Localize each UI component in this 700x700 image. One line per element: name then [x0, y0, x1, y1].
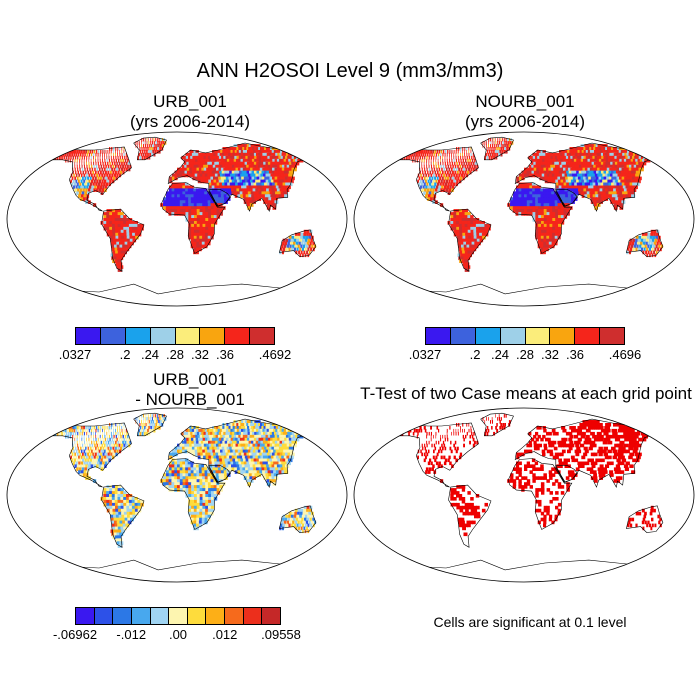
colorbar-tick-label: .0327	[58, 347, 92, 362]
panel-title-urb-line2: (yrs 2006-2014)	[129, 112, 250, 131]
colorbar-box	[250, 328, 274, 344]
coastline	[50, 412, 317, 582]
colorbar-box	[131, 608, 151, 624]
colorbar-box	[169, 608, 188, 624]
colorbar-tick-label: .012	[212, 627, 238, 642]
colorbar-box	[175, 328, 201, 344]
map-cells	[401, 138, 664, 272]
colorbar-box	[426, 328, 451, 344]
map-nourb	[352, 130, 696, 308]
map-cells	[401, 414, 662, 537]
coastline	[397, 136, 664, 306]
colorbar-tick-label: .24	[140, 347, 160, 362]
colorbar-difference-labels: -.06962 -.012 .00 .012 .09558	[53, 627, 301, 643]
colorbar-box	[206, 608, 226, 624]
colorbar-box	[76, 608, 95, 624]
colorbar-nourb-labels: .0327 .2 .24 .28 .32 .36 .4696	[409, 347, 642, 363]
colorbar-box	[550, 328, 576, 344]
colorbar-tick-label: .2	[119, 347, 131, 362]
main-title: ANN H2OSOI Level 9 (mm3/mm3)	[196, 60, 504, 82]
colorbar-box	[575, 328, 601, 344]
panel-title-urb-line1: URB_001	[153, 92, 227, 111]
map-difference	[5, 406, 349, 584]
colorbar-urb-labels: .0327 .2 .24 .28 .32 .36 .4692	[59, 347, 292, 363]
colorbar-tick-label: .24	[490, 347, 510, 362]
colorbar-box	[262, 608, 281, 624]
colorbar-tick-label: .32	[190, 347, 210, 362]
colorbar-box	[243, 608, 263, 624]
colorbar-tick-label: .36	[215, 347, 235, 362]
colorbar-box	[225, 608, 244, 624]
panel-title-nourb-line1: NOURB_001	[475, 92, 575, 111]
colorbar-box	[187, 608, 207, 624]
map-border	[6, 131, 348, 307]
colorbar-box	[100, 328, 126, 344]
panel-title-nourb-line2: (yrs 2006-2014)	[464, 112, 585, 131]
colorbar-tick-label: .28	[165, 347, 185, 362]
colorbar-box	[200, 328, 226, 344]
colorbar-box	[525, 328, 551, 344]
colorbar-box	[450, 328, 476, 344]
colorbar-tick-label: .32	[540, 347, 560, 362]
colorbar-tick-label: .2	[469, 347, 481, 362]
panel-title-diff: URB_001 - NOURB_001	[30, 370, 350, 410]
colorbar-tick-label: .00	[168, 627, 188, 642]
map-ttest	[352, 406, 696, 584]
map-border	[353, 407, 695, 583]
colorbar-tick-label: -.012	[116, 627, 147, 642]
colorbar-tick-label: .0327	[408, 347, 442, 362]
colorbar-box	[94, 608, 114, 624]
panel-title-nourb: NOURB_001 (yrs 2006-2014)	[365, 92, 685, 132]
colorbar-box	[225, 328, 251, 344]
colorbar-nourb	[425, 327, 625, 345]
panel-title-diff-line1: URB_001	[153, 370, 227, 389]
colorbar-tick-label: .4692	[258, 347, 292, 362]
colorbar-box	[76, 328, 101, 344]
colorbar-box	[150, 328, 176, 344]
colorbar-tick-label: .36	[565, 347, 585, 362]
coastline	[397, 412, 664, 582]
colorbar-tick-label: .4696	[608, 347, 642, 362]
colorbar-urb	[75, 327, 275, 345]
colorbar-box	[150, 608, 170, 624]
colorbar-difference	[75, 607, 281, 625]
map-urb	[5, 130, 349, 308]
coastline	[50, 136, 317, 306]
panel-title-ttest: T-Test of two Case means at each grid po…	[360, 384, 692, 403]
colorbar-tick-label: -.06962	[52, 627, 98, 642]
colorbar-box	[113, 608, 132, 624]
colorbar-box	[500, 328, 526, 344]
significance-note: Cells are significant at 0.1 level	[433, 614, 627, 630]
colorbar-box	[125, 328, 151, 344]
map-cells	[54, 138, 317, 272]
map-cells	[54, 414, 317, 548]
colorbar-box	[475, 328, 501, 344]
map-border	[6, 407, 348, 583]
colorbar-tick-label: .28	[515, 347, 535, 362]
panel-title-diff-line2: - NOURB_001	[135, 390, 245, 409]
panel-title-urb: URB_001 (yrs 2006-2014)	[30, 92, 350, 132]
map-border	[353, 131, 695, 307]
colorbar-box	[600, 328, 624, 344]
colorbar-tick-label: .09558	[261, 627, 301, 642]
